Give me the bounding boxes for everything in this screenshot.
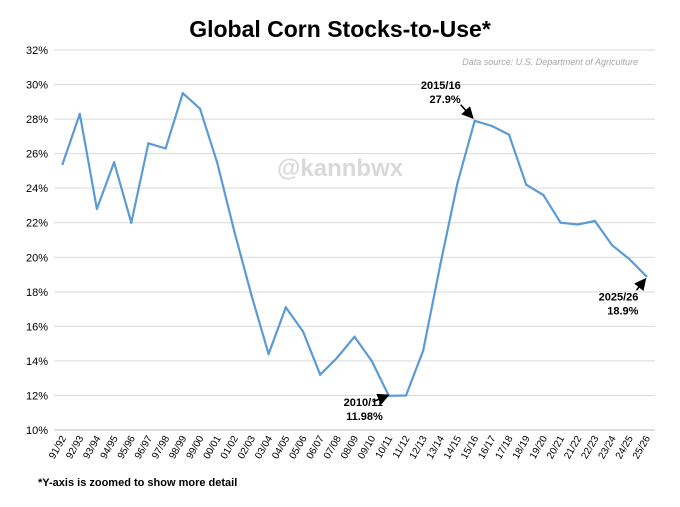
series-line	[61, 92, 648, 397]
data-point	[61, 162, 64, 166]
data-point	[542, 193, 545, 197]
data-point	[95, 207, 99, 211]
annotation-arrow	[460, 104, 474, 120]
data-point	[525, 183, 528, 186]
x-tick-label: 25/26	[631, 434, 653, 462]
y-tick-label: 32%	[26, 45, 48, 57]
data-point	[301, 330, 305, 333]
y-tick-label: 30%	[26, 80, 48, 92]
data-point	[559, 221, 562, 224]
data-point	[645, 275, 648, 278]
annotation-value: 27.9%	[429, 94, 460, 106]
y-tick-label: 18%	[26, 287, 48, 299]
y-tick-label: 28%	[26, 114, 48, 126]
data-point	[610, 243, 614, 247]
data-point	[628, 257, 631, 261]
source-note: Data source: U.S. Department of Agricult…	[462, 57, 638, 67]
footnote: *Y-axis is zoomed to show more detail	[38, 477, 238, 489]
x-tick-label: 09/10	[356, 434, 378, 462]
data-point	[130, 221, 133, 224]
annotation-arrow	[372, 393, 390, 405]
data-point	[147, 142, 150, 145]
data-point	[456, 181, 459, 185]
annotation-value: 11.98%	[346, 411, 383, 423]
y-tick-label: 16%	[26, 321, 48, 333]
y-tick-label: 24%	[26, 183, 48, 195]
y-tick-label: 22%	[26, 218, 48, 230]
data-point	[593, 219, 597, 223]
data-point	[404, 394, 408, 397]
annotation-arrow	[634, 277, 647, 292]
data-point	[233, 230, 236, 233]
data-point	[421, 349, 425, 352]
data-point	[181, 91, 184, 95]
data-point	[507, 133, 511, 136]
annotation-value: 18.9%	[607, 305, 638, 317]
data-point	[353, 335, 356, 338]
data-point	[78, 112, 81, 116]
data-point	[370, 359, 373, 363]
data-point	[336, 356, 339, 359]
annotation-label: 2015/16	[421, 80, 461, 92]
y-tick-label: 26%	[26, 149, 48, 161]
data-point	[576, 223, 579, 226]
y-tick-label: 14%	[26, 356, 48, 368]
data-point	[490, 124, 494, 128]
annotation-label: 2025/26	[599, 291, 639, 303]
data-point	[473, 119, 476, 123]
data-point	[284, 306, 288, 309]
data-point	[215, 161, 219, 164]
watermark: @kannbwx	[277, 155, 404, 182]
data-point	[318, 373, 322, 376]
y-tick-label: 10%	[26, 425, 48, 437]
data-point	[164, 147, 167, 150]
y-tick-label: 12%	[26, 390, 48, 402]
data-point	[267, 352, 270, 356]
data-point	[250, 294, 253, 297]
y-tick-label: 20%	[26, 252, 48, 264]
chart-title: Global Corn Stocks-to-Use*	[189, 16, 491, 42]
data-point	[439, 262, 442, 266]
data-point	[198, 107, 202, 110]
annotation-label: 2010/11	[344, 397, 383, 409]
data-point	[387, 394, 391, 397]
data-point	[112, 161, 116, 164]
